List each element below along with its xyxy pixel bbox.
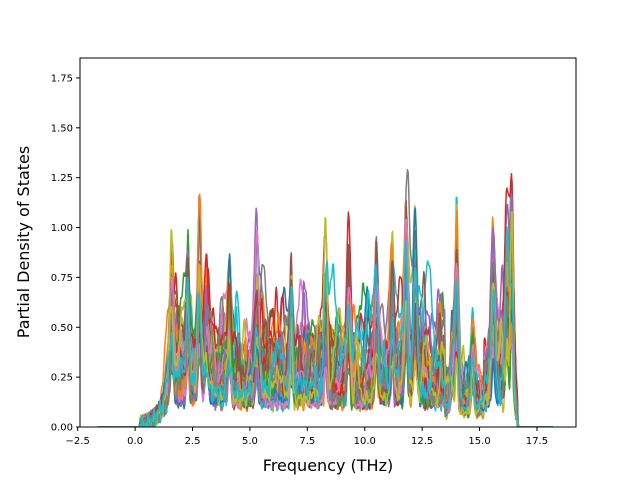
y-tick-label: 0.00	[51, 423, 73, 434]
y-tick-label: 1.25	[51, 173, 73, 184]
y-tick-label: 1.00	[51, 223, 73, 234]
axes-frame	[79, 57, 577, 428]
x-tick-label: −2.5	[66, 436, 90, 447]
x-tick-label: 10.0	[354, 436, 376, 447]
x-tick-label: 7.5	[299, 436, 315, 447]
x-tick-label: 0.0	[127, 436, 143, 447]
pdos-series-line	[98, 233, 554, 427]
x-tick-label: 12.5	[411, 436, 433, 447]
pdos-series-line	[98, 210, 554, 427]
y-tick-label: 1.75	[51, 73, 73, 84]
x-tick-label: 5.0	[242, 436, 258, 447]
x-tick-label: 2.5	[185, 436, 201, 447]
y-tick-label: 0.75	[51, 273, 73, 284]
x-tick-label: 17.5	[526, 436, 548, 447]
pdos-series-line	[98, 205, 554, 427]
series-layer	[98, 169, 554, 427]
y-axis: 0.00 0.25 0.50 0.75 1.00 1.25 1.50 1.75	[51, 73, 80, 434]
y-tick-label: 0.50	[51, 323, 73, 334]
pdos-series-line	[98, 218, 554, 427]
x-tick-label: 15.0	[468, 436, 490, 447]
x-axis: −2.5 0.0 2.5 5.0 7.5 10.0 12.5 15.0 17.5	[66, 427, 548, 447]
y-tick-label: 1.50	[51, 123, 73, 134]
y-tick-label: 0.25	[51, 373, 73, 384]
x-axis-label: Frequency (THz)	[263, 456, 393, 475]
y-axis-label: Partial Density of States	[14, 146, 33, 338]
pdos-series-line	[98, 226, 554, 427]
